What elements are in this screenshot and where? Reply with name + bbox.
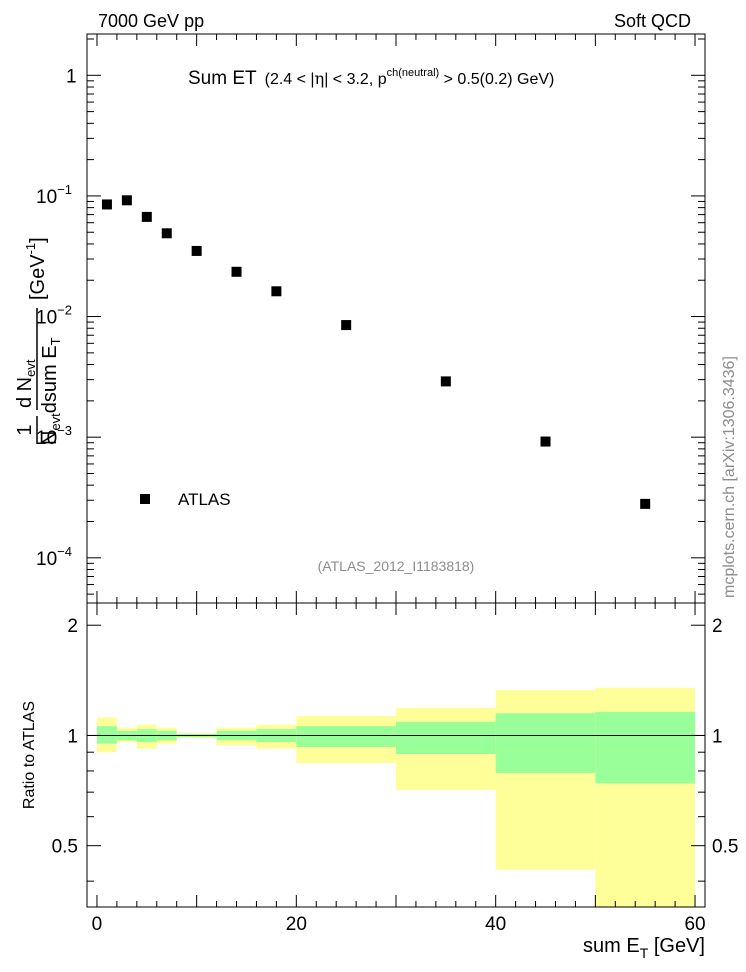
ratio-inner-band bbox=[296, 726, 396, 747]
data-point bbox=[640, 498, 651, 509]
y-axis-dsum: dsum E bbox=[39, 345, 61, 413]
ratio-bands bbox=[87, 687, 705, 907]
y-axis-one: 1 bbox=[14, 424, 36, 435]
title-superscript: ch(neutral) bbox=[387, 67, 440, 79]
y-axis-denominator: Nevtdsum ET bbox=[39, 337, 63, 445]
ratio-axis-ticks: 0 20 40 60 0.5 0.5 1 1 2 2 bbox=[52, 603, 738, 935]
title-range-suffix: > 0.5(0.2) GeV) bbox=[439, 71, 554, 88]
ratio-panel: 0 20 40 60 0.5 0.5 1 1 2 2 bbox=[52, 602, 738, 935]
y-axis-evt-sub-bottom: evt bbox=[48, 413, 63, 431]
ratio-y-tick-label-right: 1 bbox=[712, 726, 723, 747]
data-point bbox=[271, 286, 282, 297]
energy-label: 7000 GeV pp bbox=[98, 11, 204, 31]
y-axis-unit: [GeV-1] bbox=[23, 237, 49, 300]
legend-marker bbox=[140, 494, 150, 504]
data-point bbox=[101, 199, 112, 210]
data-point bbox=[121, 195, 132, 206]
main-panel: 1 10−1 10−2 10−3 10−4 Sum ET (2.4 < |η| < 3.2… bbox=[36, 33, 706, 604]
ratio-inner-band bbox=[96, 726, 117, 744]
ratio-y-tick-label: 2 bbox=[67, 616, 78, 637]
x-axis-label: sum ET [GeV] bbox=[583, 935, 705, 961]
ratio-inner-band bbox=[595, 711, 696, 784]
title-range-mid: | < 3.2, p bbox=[324, 71, 387, 88]
y-axis-t-sub: T bbox=[48, 337, 63, 345]
x-tick-label: 60 bbox=[684, 914, 705, 935]
x-tick-label: 20 bbox=[286, 914, 307, 935]
ratio-axis-label: Ratio to ATLAS bbox=[21, 701, 38, 809]
data-point bbox=[161, 228, 172, 239]
y-tick-label: 10−1 bbox=[36, 182, 72, 208]
source-label: mcplots.cern.ch [arXiv:1306.3436] bbox=[721, 356, 738, 598]
data-points bbox=[101, 195, 651, 509]
y-axis-dn: d N bbox=[14, 377, 36, 408]
ratio-inner-band bbox=[495, 713, 596, 773]
y-tick-label: 10−3 bbox=[36, 423, 72, 449]
title-eta: η bbox=[315, 69, 325, 88]
data-point bbox=[191, 245, 202, 256]
y-axis-evt-sub-top: evt bbox=[23, 359, 38, 377]
main-frame-box bbox=[86, 33, 706, 604]
plot-title: Sum ET (2.4 < |η| < 3.2, pch(neutral) > 0… bbox=[188, 67, 554, 89]
data-point bbox=[231, 266, 242, 277]
y-axis-label: 1 d Nevt Nevtdsum ET [GeV-1] bbox=[14, 237, 63, 445]
process-label: Soft QCD bbox=[614, 11, 691, 31]
analysis-tag: (ATLAS_2012_I1183818) bbox=[318, 558, 475, 574]
main-frame bbox=[86, 33, 706, 604]
y-axis-numerator: d Nevt bbox=[14, 359, 38, 408]
x-axis-sub: T bbox=[640, 945, 649, 961]
ratio-y-tick-label-right: 2 bbox=[712, 616, 723, 637]
ratio-y-tick-label: 0.5 bbox=[52, 837, 78, 858]
y-tick-label: 10−4 bbox=[36, 544, 72, 570]
legend-label: ATLAS bbox=[178, 490, 231, 509]
data-point bbox=[540, 436, 551, 447]
ratio-y-tick-label: 1 bbox=[67, 726, 78, 747]
main-axis-ticks: 1 10−1 10−2 10−3 10−4 bbox=[36, 34, 705, 603]
y-axis-unit-sup: -1 bbox=[23, 243, 38, 255]
x-axis-main: sum E bbox=[583, 935, 640, 957]
data-point bbox=[141, 211, 152, 222]
data-point bbox=[440, 376, 451, 387]
title-range-prefix: (2.4 < | bbox=[265, 71, 315, 88]
y-tick-label: 10−2 bbox=[36, 303, 72, 329]
plot-title-main: Sum ET bbox=[188, 68, 257, 89]
x-tick-label: 0 bbox=[92, 914, 103, 935]
ratio-y-tick-label-right: 0.5 bbox=[712, 837, 738, 858]
y-tick-label: 1 bbox=[66, 66, 77, 87]
y-axis-n: N bbox=[39, 431, 61, 445]
data-point bbox=[341, 320, 352, 331]
x-axis-unit: [GeV] bbox=[648, 935, 705, 957]
x-tick-label: 40 bbox=[485, 914, 506, 935]
ratio-inner-band bbox=[396, 721, 496, 754]
